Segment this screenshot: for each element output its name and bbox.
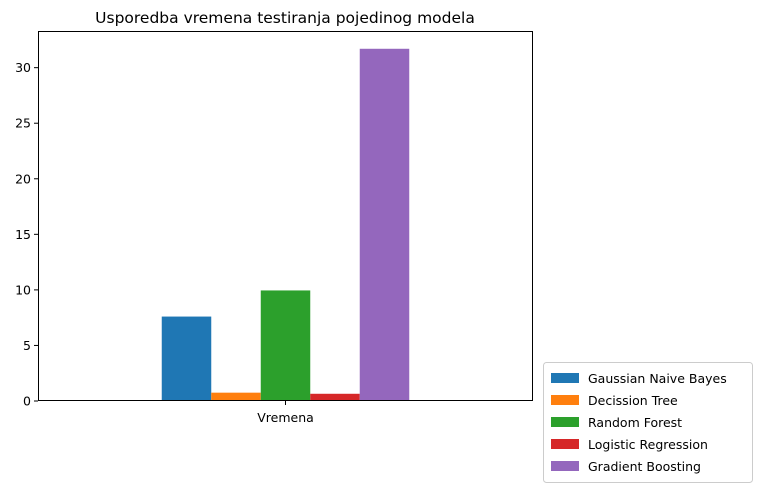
- legend-swatch: [551, 461, 579, 471]
- y-tick-label: 5: [23, 338, 31, 353]
- y-tick-label: 10: [15, 282, 31, 297]
- legend-swatch: [551, 439, 579, 449]
- bar-gaussian-naive-bayes: [161, 316, 212, 401]
- y-tick-label: 15: [15, 227, 31, 242]
- y-axis: 0 5 10 15 20 25 30: [15, 60, 38, 409]
- chart-title: Usporedba vremena testiranja pojedinog m…: [95, 9, 475, 27]
- y-tick-label: 20: [15, 171, 31, 186]
- legend-label: Gradient Boosting: [588, 459, 701, 474]
- legend-label: Random Forest: [588, 415, 682, 430]
- y-tick-label: 25: [15, 116, 31, 131]
- bar-gradient-boosting: [359, 48, 410, 401]
- bar-decission-tree: [211, 392, 261, 401]
- legend-label: Logistic Regression: [588, 437, 708, 452]
- legend-label: Gaussian Naive Bayes: [588, 371, 727, 386]
- x-tick-label: Vremena: [257, 410, 314, 425]
- bar-logistic-regression: [310, 393, 360, 401]
- plot-area-frame: [38, 31, 533, 401]
- x-axis: Vremena: [257, 401, 314, 425]
- legend-swatch: [551, 373, 579, 383]
- y-tick-label: 0: [23, 394, 31, 409]
- legend-swatch: [551, 395, 579, 405]
- bar-random-forest: [260, 290, 311, 401]
- bars-group: [161, 48, 410, 401]
- legend-swatch: [551, 417, 579, 427]
- y-tick-label: 30: [15, 60, 31, 75]
- legend: Gaussian Naive Bayes Decission Tree Random…: [543, 362, 753, 483]
- legend-label: Decission Tree: [588, 393, 678, 408]
